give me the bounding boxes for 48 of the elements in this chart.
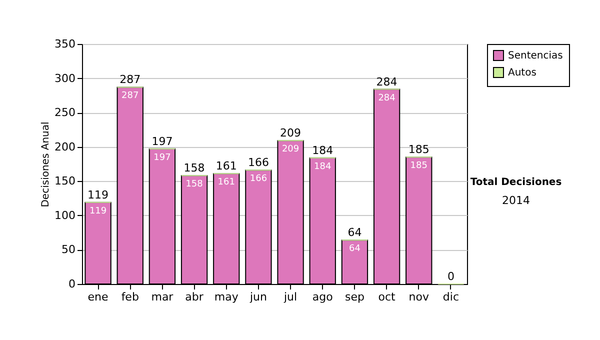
total-label: 184 [312, 144, 334, 157]
total-label: 209 [280, 126, 302, 140]
x-tick-label: feb [121, 290, 139, 304]
total-label: 158 [184, 162, 205, 175]
y-tick-label: 350 [54, 38, 76, 50]
y-tick-label: 150 [54, 174, 76, 188]
text: Total Decisiones [470, 177, 562, 188]
y-tick-label: 200 [54, 140, 76, 154]
y-tick-label: 250 [54, 106, 76, 120]
data-label: 119 [89, 206, 107, 216]
x-tick-label: nov [408, 290, 430, 304]
total-label: 185 [408, 143, 430, 156]
y-axis-title: Decisiones Anual [40, 122, 52, 208]
data-label: 284 [378, 93, 396, 104]
x-tick-label: oct [378, 290, 396, 304]
x-tick-label: jul [282, 290, 298, 304]
total-label: 197 [152, 134, 173, 148]
total-label: 161 [216, 160, 237, 173]
y-tick-label: 50 [62, 243, 76, 256]
data-label: 197 [154, 152, 171, 163]
total-label: 284 [376, 75, 398, 88]
legend-label: Autos [508, 68, 536, 78]
total-label: 287 [120, 73, 141, 86]
x-tick-label: ene [88, 290, 109, 304]
data-label: 184 [314, 162, 332, 172]
total-label: 64 [348, 226, 362, 240]
legend-label: Sentencias [508, 50, 563, 62]
x-tick-label: ago [312, 290, 334, 304]
data-label: 185 [410, 161, 428, 172]
data-label: 166 [250, 174, 268, 184]
y-tick-label: 0 [68, 278, 76, 290]
data-label: 287 [122, 91, 139, 102]
total-label: 119 [88, 188, 109, 202]
y-tick-label: 100 [54, 208, 76, 222]
x-tick-label: jun [248, 290, 267, 304]
x-tick-label: abr [185, 290, 204, 304]
x-tick-label: may [214, 290, 239, 304]
x-tick-label: dic [442, 290, 460, 304]
data-label: 158 [186, 180, 204, 190]
total-label: 0 [447, 270, 454, 283]
data-label: 161 [218, 178, 235, 188]
text: 2014 [502, 194, 530, 207]
x-tick-label: sep [344, 290, 364, 304]
x-tick-label: mar [151, 290, 174, 304]
total-label: 166 [248, 156, 269, 170]
y-tick-label: 300 [54, 72, 76, 85]
data-label: 64 [348, 244, 361, 254]
data-label: 209 [282, 144, 300, 155]
